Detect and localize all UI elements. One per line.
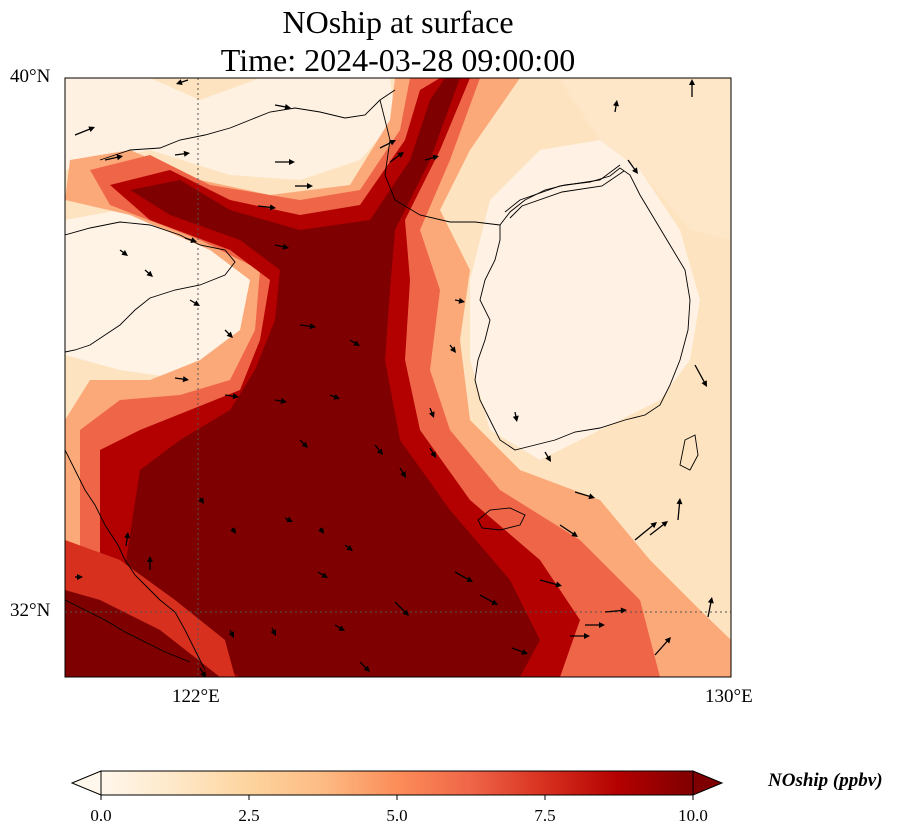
wind-arrow-head <box>613 100 619 107</box>
wind-arrow-shaft <box>634 523 656 541</box>
wind-arrow-head <box>397 152 404 158</box>
wind-arrow-shaft <box>539 579 560 586</box>
wind-arrow-head <box>428 411 435 418</box>
colorbar-extend-max <box>692 770 724 796</box>
colorbar-tick-4: 10.0 <box>678 806 708 825</box>
gridlines <box>65 78 731 677</box>
wind-arrow-head <box>309 323 316 330</box>
wind-arrow-head <box>571 531 578 537</box>
colorbar-label: NOship (ppbv) <box>768 770 883 791</box>
wind-arrow-head <box>318 527 324 534</box>
wind-arrow-head <box>116 154 123 161</box>
wind-arrow-head <box>198 497 204 504</box>
wind-arrow-shaft <box>694 364 707 385</box>
wind-arrow-shaft <box>74 127 93 136</box>
wind-arrow-head <box>346 545 353 551</box>
colorbar-tick-3: 7.5 <box>534 806 556 825</box>
wind-arrow-head <box>689 79 695 85</box>
wind-arrow-head <box>620 607 627 614</box>
wind-arrow-head <box>284 103 291 110</box>
wind-arrow-head <box>182 376 189 383</box>
wind-arrow-head <box>228 631 234 638</box>
wind-arrow-head <box>466 576 473 582</box>
colorbar-tick-0: 0.0 <box>90 806 112 825</box>
map-title-line1: NOship at surface <box>282 4 514 40</box>
wind-arrow-head <box>270 629 276 636</box>
wind-arrow-head <box>701 380 707 387</box>
wind-arrow-head <box>176 79 183 85</box>
wind-arrow-head <box>430 451 436 458</box>
wind-arrow-head <box>389 140 396 146</box>
wind-arrow-head <box>599 622 605 628</box>
wind-arrow-head <box>77 574 83 580</box>
coastline-korea <box>474 164 699 531</box>
wind-arrow-shaft <box>559 524 576 536</box>
wind-vectors <box>74 79 714 677</box>
wind-arrow-head <box>376 448 383 455</box>
wind-arrow-head <box>321 572 328 578</box>
wind-arrow-head <box>269 204 276 211</box>
wind-arrow-head <box>521 649 528 655</box>
wind-arrow-head <box>588 493 595 500</box>
wind-arrow-head <box>333 393 340 400</box>
wind-arrow-head <box>289 159 295 165</box>
wind-arrow-head <box>661 521 668 528</box>
wind-arrow-head <box>200 671 206 677</box>
wind-arrow-head <box>282 243 289 250</box>
wind-arrow-head <box>450 346 456 353</box>
wind-arrow-head <box>512 415 519 422</box>
wind-arrow-head <box>650 522 657 529</box>
wind-arrow-head <box>707 597 714 604</box>
wind-arrow-head <box>664 637 671 644</box>
wind-arrow-head <box>193 300 200 306</box>
wind-arrow-head <box>555 581 562 588</box>
concentration-field <box>65 78 731 677</box>
wind-arrow-head <box>584 633 590 639</box>
wind-arrow-head <box>400 471 406 478</box>
wind-arrow-shaft <box>604 609 625 613</box>
wind-arrow-head <box>230 527 236 534</box>
wind-arrow-head <box>301 441 308 448</box>
colorbar-gradient <box>100 770 694 796</box>
coastline-china <box>65 89 501 671</box>
colorbar-ticks <box>100 795 694 800</box>
map-frame <box>64 77 732 678</box>
wind-arrow-head <box>491 599 498 605</box>
wind-arrow-head <box>307 183 313 189</box>
wind-arrow-shaft <box>654 638 670 656</box>
map-title-line2: Time: 2024-03-28 09:00:00 <box>220 42 576 78</box>
colorbar-tick-1: 2.5 <box>238 806 260 825</box>
wind-arrow-head <box>190 237 197 243</box>
wind-arrow-head <box>121 250 128 256</box>
colorbar-extend-min <box>70 770 102 796</box>
wind-arrow-head <box>402 609 409 616</box>
lon-tick-130: 130°E <box>705 686 753 707</box>
wind-arrow-head <box>338 625 345 631</box>
wind-arrow-head <box>353 340 360 346</box>
wind-arrow-head <box>363 665 370 672</box>
wind-arrow-head <box>280 398 287 404</box>
wind-arrow-head <box>632 167 638 174</box>
wind-arrow-head <box>88 126 95 133</box>
wind-arrow-shaft <box>649 522 667 536</box>
lat-tick-32: 32°N <box>10 600 51 621</box>
lon-tick-122: 122°E <box>172 686 220 707</box>
wind-arrow-shaft <box>677 500 681 521</box>
wind-arrow-head <box>458 297 465 304</box>
wind-arrow-head <box>147 556 153 562</box>
wind-arrow-head <box>232 393 239 400</box>
lat-tick-40: 40°N <box>10 66 51 87</box>
wind-arrow-head <box>545 455 551 462</box>
wind-arrow-head <box>226 331 233 338</box>
wind-arrow-head <box>183 150 190 157</box>
wind-arrow-head <box>676 498 683 505</box>
wind-arrow-head <box>286 516 293 522</box>
wind-arrow-head <box>432 154 439 161</box>
wind-arrow-head <box>124 532 131 539</box>
colorbar-tick-2: 5.0 <box>386 806 408 825</box>
wind-arrow-head <box>146 270 153 277</box>
